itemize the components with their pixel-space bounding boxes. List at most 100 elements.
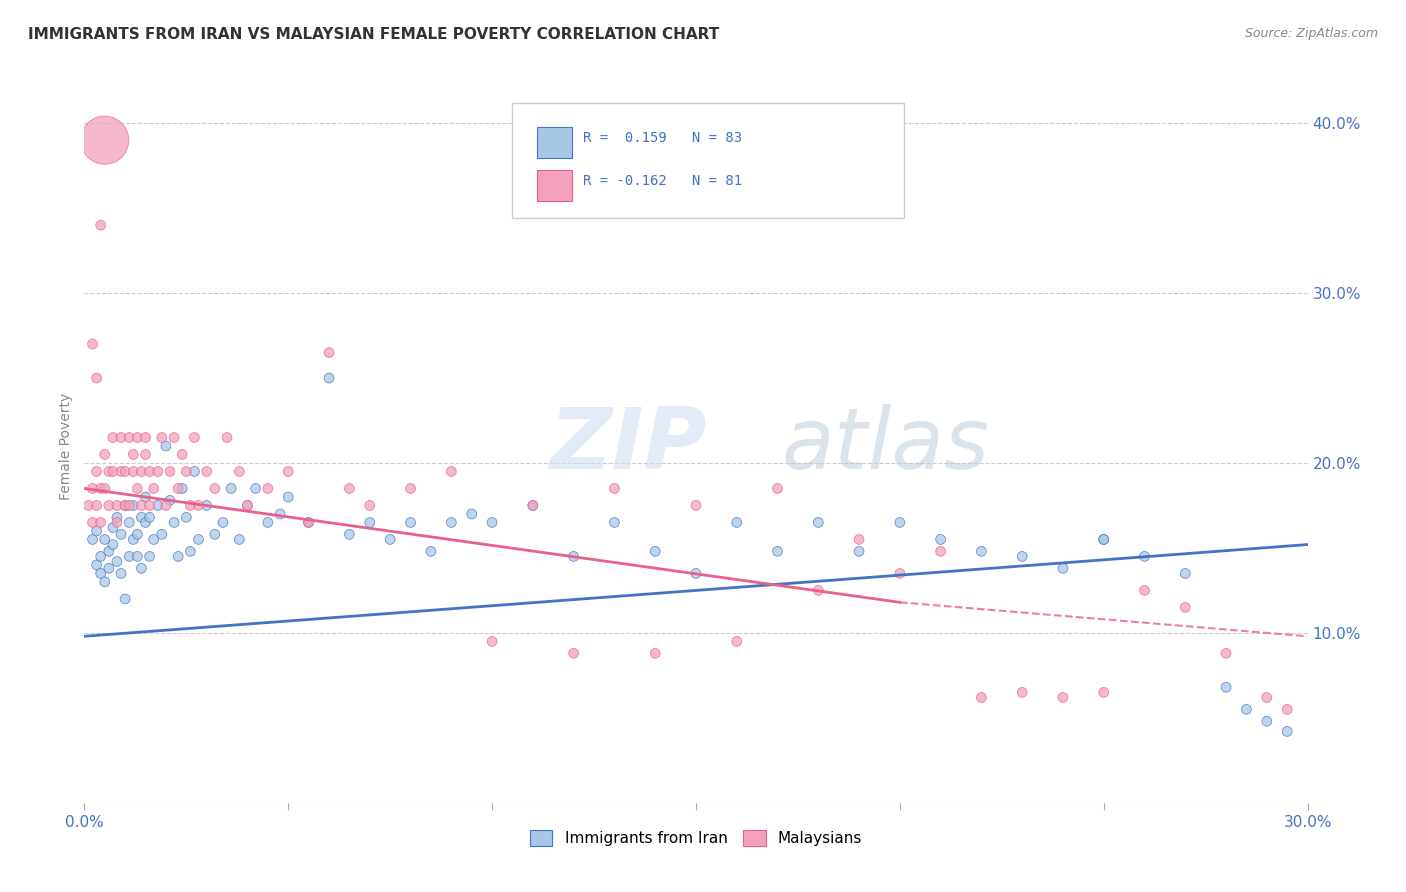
Point [174, 510, 197, 524]
Point [135, 516, 157, 530]
Point [359, 499, 381, 513]
Point [195, 499, 218, 513]
Point [82, 516, 104, 530]
Point [970, 544, 993, 558]
Point [359, 516, 381, 530]
Point [257, 482, 280, 496]
Point [644, 646, 666, 660]
Point [1277, 724, 1299, 739]
Point [889, 566, 911, 581]
Point [399, 482, 422, 496]
Point [105, 516, 128, 530]
Point [122, 499, 145, 513]
Point [167, 482, 190, 496]
Point [167, 549, 190, 564]
Point [82, 337, 104, 351]
Point [150, 527, 173, 541]
Point [889, 516, 911, 530]
Point [1052, 561, 1074, 575]
Point [603, 482, 626, 496]
Point [1215, 680, 1237, 694]
Point [807, 516, 830, 530]
Point [135, 430, 157, 444]
Point [163, 430, 186, 444]
Point [77, 499, 100, 513]
Point [86, 499, 108, 513]
Point [277, 490, 299, 504]
Point [644, 544, 666, 558]
Text: atlas: atlas [782, 404, 990, 488]
Point [90, 218, 112, 232]
Point [318, 345, 340, 359]
Point [93, 133, 115, 147]
Point [339, 482, 361, 496]
Point [339, 527, 361, 541]
Point [82, 533, 104, 547]
Point [97, 544, 120, 558]
Point [179, 544, 201, 558]
Point [420, 544, 443, 558]
Point [142, 482, 165, 496]
Point [138, 465, 160, 479]
Point [257, 516, 280, 530]
Point [970, 690, 993, 705]
Point [93, 533, 115, 547]
Point [110, 527, 132, 541]
Point [848, 533, 870, 547]
Point [562, 549, 585, 564]
Point [1092, 685, 1115, 699]
Text: Source: ZipAtlas.com: Source: ZipAtlas.com [1244, 27, 1378, 40]
Point [1277, 702, 1299, 716]
Point [142, 533, 165, 547]
Point [172, 482, 194, 496]
Point [380, 533, 402, 547]
Point [114, 465, 136, 479]
Point [1011, 685, 1033, 699]
Point [1011, 549, 1033, 564]
Point [481, 516, 503, 530]
Point [461, 507, 484, 521]
Point [725, 516, 748, 530]
Point [146, 499, 169, 513]
Point [110, 430, 132, 444]
Point [195, 465, 218, 479]
Point [399, 516, 422, 530]
Point [522, 499, 544, 513]
Point [603, 516, 626, 530]
Point [105, 499, 128, 513]
Point [236, 499, 259, 513]
Point [1236, 702, 1258, 716]
FancyBboxPatch shape [537, 127, 572, 159]
Point [159, 465, 181, 479]
Point [90, 516, 112, 530]
Point [1052, 690, 1074, 705]
Text: ZIP: ZIP [550, 404, 707, 488]
Point [86, 465, 108, 479]
Point [204, 482, 226, 496]
Point [101, 430, 124, 444]
FancyBboxPatch shape [513, 103, 904, 218]
Point [82, 482, 104, 496]
Point [228, 533, 250, 547]
Text: R = -0.162   N = 81: R = -0.162 N = 81 [583, 174, 742, 187]
Point [122, 465, 145, 479]
Point [93, 482, 115, 496]
Point [155, 439, 177, 453]
Point [93, 448, 115, 462]
FancyBboxPatch shape [537, 169, 572, 202]
Point [131, 561, 153, 575]
Point [118, 499, 141, 513]
Legend: Immigrants from Iran, Malaysians: Immigrants from Iran, Malaysians [523, 824, 869, 852]
Point [138, 510, 160, 524]
Point [929, 544, 952, 558]
Point [101, 520, 124, 534]
Point [138, 549, 160, 564]
Point [114, 499, 136, 513]
Point [155, 499, 177, 513]
Point [685, 566, 707, 581]
Point [86, 371, 108, 385]
Point [183, 430, 205, 444]
Point [298, 516, 321, 530]
Point [179, 499, 201, 513]
Point [97, 561, 120, 575]
